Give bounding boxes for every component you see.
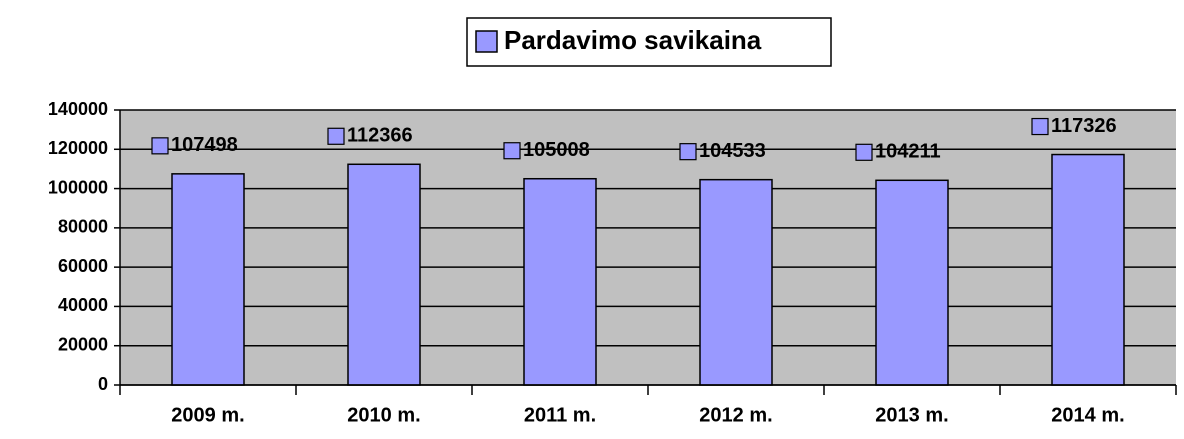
y-tick-label: 60000 xyxy=(58,256,108,276)
data-label-key xyxy=(151,137,169,155)
x-tick-label: 2009 m. xyxy=(171,404,244,426)
bar xyxy=(171,173,245,386)
y-tick-label: 140000 xyxy=(48,99,108,119)
legend-box xyxy=(466,17,832,67)
y-tick-label: 40000 xyxy=(58,295,108,315)
data-label-key xyxy=(503,142,521,160)
y-tick-label: 0 xyxy=(98,374,108,394)
x-tick-label: 2012 m. xyxy=(699,404,772,426)
bar xyxy=(347,163,421,386)
y-tick-label: 100000 xyxy=(48,177,108,197)
data-label: 104533 xyxy=(699,140,766,162)
y-tick-label: 20000 xyxy=(58,334,108,354)
data-label-key xyxy=(855,143,873,161)
data-label-key xyxy=(679,143,697,161)
legend-key xyxy=(475,30,498,53)
plot-area xyxy=(120,110,1176,385)
data-label: 105008 xyxy=(523,139,590,161)
y-tick-label: 120000 xyxy=(48,138,108,158)
data-label: 104211 xyxy=(875,141,941,163)
bar xyxy=(523,177,597,386)
x-tick-label: 2010 m. xyxy=(347,404,420,426)
data-label: 117326 xyxy=(1051,115,1117,137)
y-tick-label: 80000 xyxy=(58,217,108,237)
data-label: 107498 xyxy=(171,134,238,156)
x-tick-label: 2013 m. xyxy=(875,404,948,426)
legend-label: Pardavimo savikaina xyxy=(504,25,762,55)
data-label-key xyxy=(1031,117,1049,136)
bar xyxy=(1051,153,1125,386)
data-label: 112366 xyxy=(347,125,413,147)
bar xyxy=(875,179,949,386)
data-label-key xyxy=(327,127,345,145)
bar xyxy=(699,178,773,386)
x-tick-label: 2014 m. xyxy=(1051,404,1124,426)
x-tick-label: 2011 m. xyxy=(524,404,596,426)
